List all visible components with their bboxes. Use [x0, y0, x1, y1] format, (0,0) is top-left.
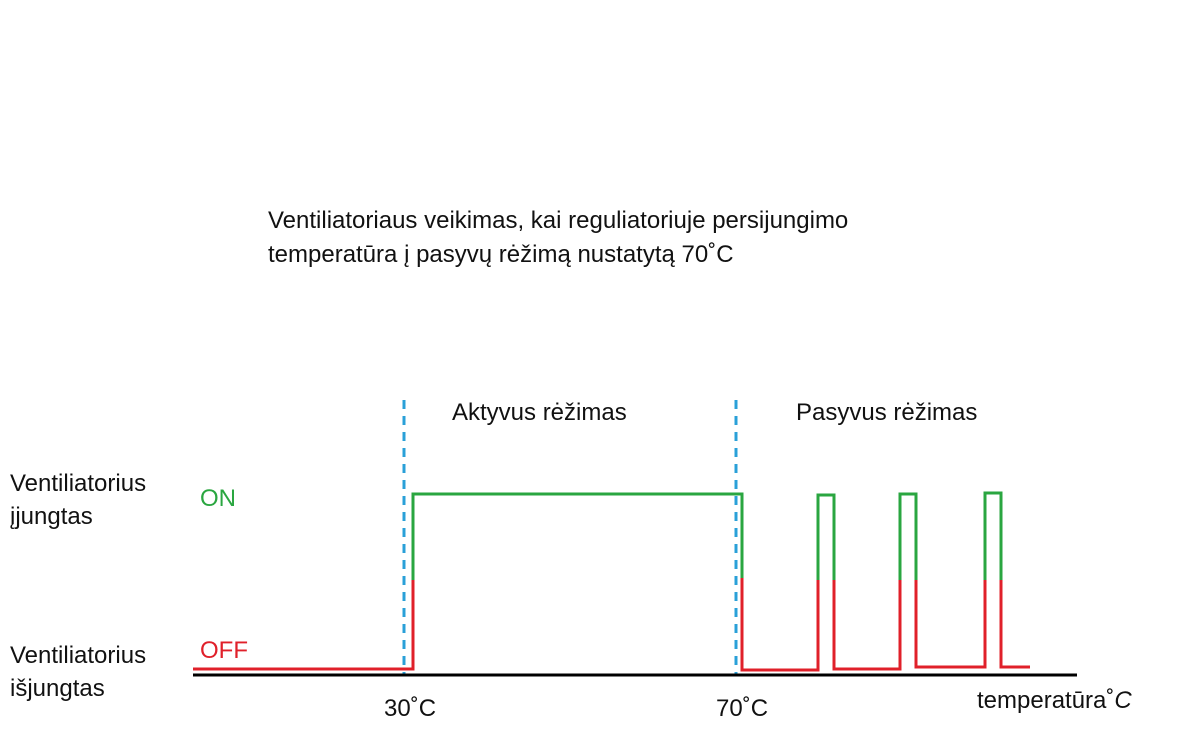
- state-label: išjungtas: [10, 675, 105, 702]
- on-label: ON: [200, 485, 236, 512]
- fan-signal: [193, 491, 1030, 672]
- axis-unit: C: [1114, 687, 1132, 714]
- mode-label: Pasyvus rėžimas: [796, 399, 977, 426]
- state-label: Ventiliatorius: [10, 642, 146, 669]
- state-label: Ventiliatorius: [10, 470, 146, 497]
- title-line: Ventiliatoriaus veikimas, kai reguliator…: [268, 207, 848, 234]
- axis-tick-label: 70˚C: [716, 695, 768, 722]
- axis-label: temperatūra˚C: [977, 687, 1132, 714]
- off-label: OFF: [200, 637, 248, 664]
- state-label: įjungtas: [10, 503, 93, 530]
- title-line: temperatūra į pasyvų rėžimą nustatytą 70…: [268, 241, 734, 268]
- mode-label: Aktyvus rėžimas: [452, 399, 627, 426]
- axis-label-text: temperatūra˚: [977, 687, 1114, 714]
- axis-tick-label: 30˚C: [384, 695, 436, 722]
- threshold-lines: [402, 400, 738, 676]
